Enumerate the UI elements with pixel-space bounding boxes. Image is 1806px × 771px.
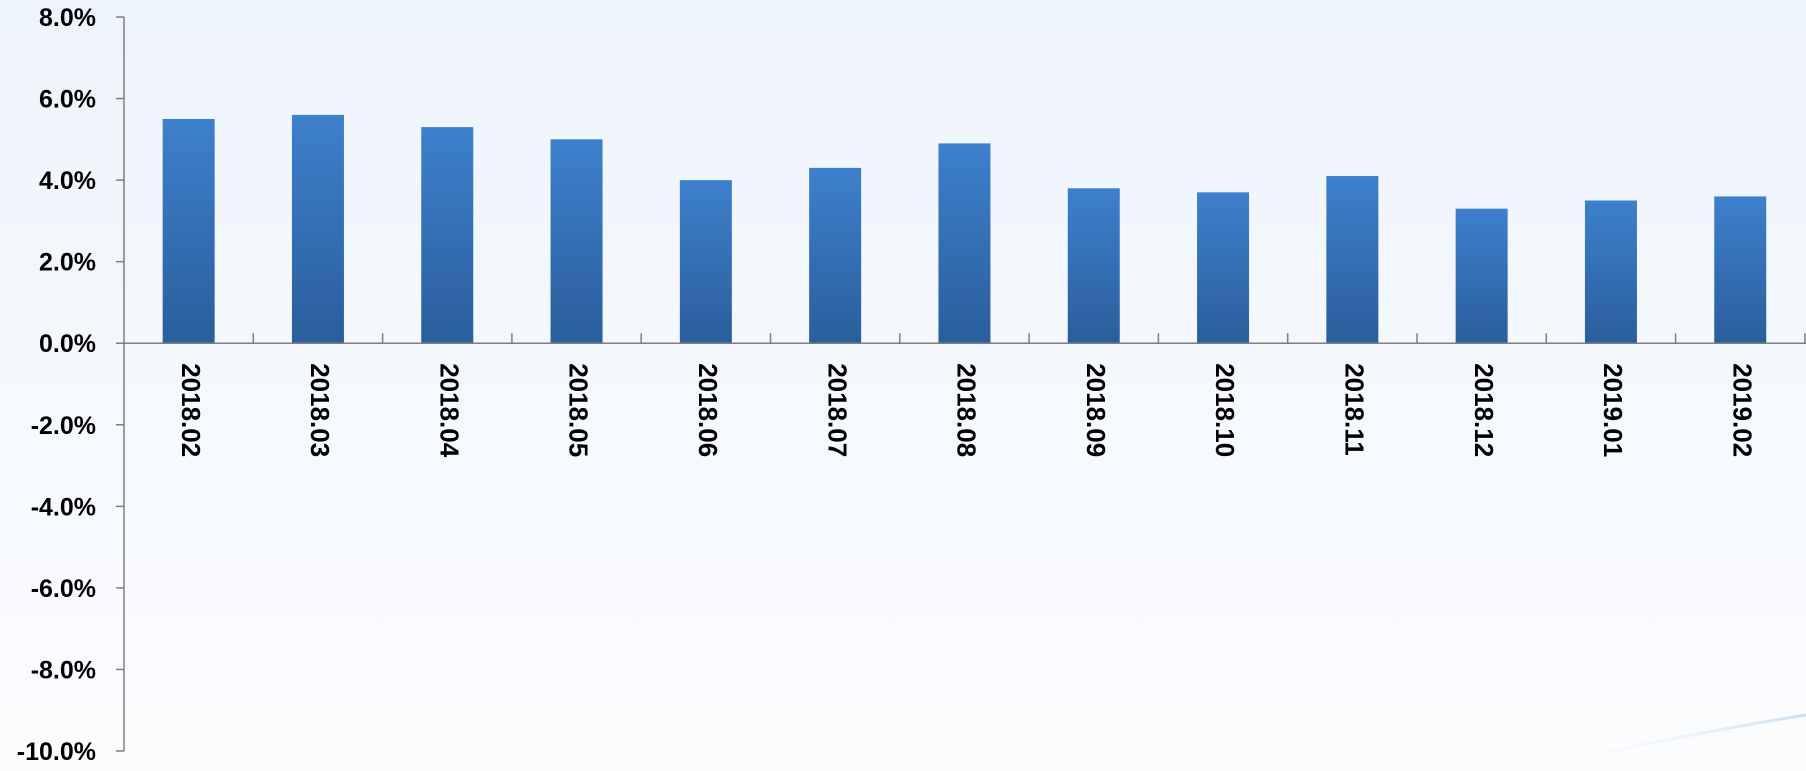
bar-2018.07	[809, 167, 862, 344]
bar-2018.08	[938, 143, 991, 344]
bar-2019.01	[1584, 200, 1637, 344]
bar-2018.04	[421, 127, 474, 344]
y-tick-label: -8.0%	[31, 656, 96, 684]
x-tick-label: 2018.11	[1339, 363, 1369, 456]
bar-2018.12	[1455, 208, 1508, 344]
y-tick-label: -4.0%	[31, 493, 96, 521]
background-swoosh	[1519, 713, 1806, 771]
x-tick-label: 2018.05	[564, 363, 594, 457]
y-tick-label: -2.0%	[31, 412, 96, 440]
bars	[162, 114, 1767, 344]
y-tick-label: 4.0%	[39, 167, 96, 195]
x-tick-label: 2018.02	[176, 363, 206, 457]
y-tick-label: 0.0%	[39, 330, 96, 358]
x-tick-label: 2018.06	[693, 363, 723, 457]
x-axis: 2018.02 2018.03 2018.04 2018.05 2018.06 2018.…	[124, 333, 1806, 458]
x-tick-label: 2018.10	[1210, 363, 1240, 457]
bar-2018.03	[291, 114, 344, 344]
y-tick-label: -10.0%	[17, 738, 96, 766]
bar-2019.02	[1714, 196, 1767, 344]
x-tick-label: 2018.03	[305, 363, 335, 457]
bar-2018.06	[679, 180, 732, 344]
x-tick-label: 2018.09	[1081, 363, 1111, 457]
y-tick-label: 2.0%	[39, 249, 96, 277]
x-tick-label: 2019.01	[1598, 363, 1628, 457]
x-tick-label: 2018.07	[822, 363, 852, 457]
bar-2018.05	[550, 139, 603, 344]
x-tick-label: 2019.02	[1727, 363, 1757, 457]
bar-2018.10	[1197, 192, 1250, 344]
bar-2018.11	[1326, 176, 1379, 344]
bar-2018.02	[162, 118, 215, 344]
bar-2018.09	[1067, 188, 1120, 344]
x-tick-label: 2018.08	[952, 363, 982, 457]
y-axis: 8.0% 6.0% 4.0% 2.0% 0.0% -2.0% -4.0% -6.0% -8.0%…	[17, 4, 125, 766]
x-tick-label: 2018.12	[1469, 363, 1499, 457]
y-tick-label: -6.0%	[31, 575, 96, 603]
y-tick-label: 6.0%	[39, 86, 96, 114]
y-tick-label: 8.0%	[39, 4, 96, 32]
x-tick-label: 2018.04	[434, 363, 464, 458]
